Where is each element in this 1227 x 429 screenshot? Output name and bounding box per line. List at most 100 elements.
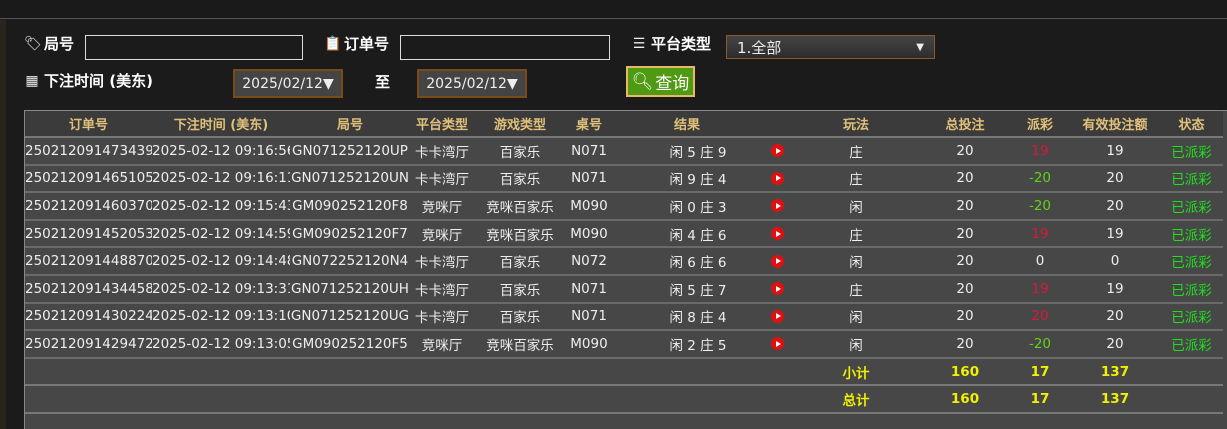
order-label: 📋 订单号 [324,33,389,54]
round-no: GN071252120UG [290,302,410,332]
table-row: 250212091448870 2025-02-12 09:14:48 GN0722… [25,247,1223,276]
payout: 19 [1010,137,1070,166]
header-bet-type: 玩法 [792,111,920,138]
table-row: 250212091452053 2025-02-12 09:14:59 GM0902… [25,219,1223,249]
total-bet: 20 [920,137,1010,166]
bet-time: 2025-02-12 09:13:05 [152,330,290,359]
time-label-text: 下注时间 (美东) [44,72,153,90]
valid-bet: 20 [1070,302,1160,332]
spacer [25,357,792,387]
header-status: 状态 [1160,111,1223,138]
table-no: N072 [566,247,612,276]
table-row: 250212091430224 2025-02-12 09:13:10 GN0712… [25,302,1223,332]
round-input[interactable] [85,35,303,60]
bet-time: 2025-02-12 09:14:48 [152,247,290,276]
play-video-icon[interactable] [770,199,784,213]
bet-time: 2025-02-12 09:16:11 [152,164,290,194]
header-result: 结果 [612,111,762,138]
table-row: 250212091473439 2025-02-12 09:16:56 GN0712… [25,137,1223,166]
header-game-type: 游戏类型 [474,111,566,138]
bet-time: 2025-02-12 09:13:10 [152,302,290,332]
order-label-text: 订单号 [344,35,390,53]
grandtotal-payout: 17 [1010,385,1070,414]
platform-select[interactable]: 1.全部 ▼ [726,35,935,59]
order-no: 250212091473439 [25,137,152,166]
result: 闲 0 庄 3 [612,192,762,221]
header-round-no: 局号 [290,111,410,138]
payout: 19 [1010,274,1070,304]
play-video-icon[interactable] [770,309,784,323]
video-cell [762,137,792,166]
payout: -20 [1010,192,1070,221]
query-button[interactable]: 🔍︎ 查询 [626,66,695,97]
platform: 卡卡湾厅 [410,164,474,194]
time-label: ▦ 下注时间 (美东) [24,70,153,91]
bet-time: 2025-02-12 09:15:43 [152,192,290,221]
order-input[interactable] [400,35,610,60]
play-video-icon[interactable] [770,171,784,185]
total-bet: 20 [920,247,1010,276]
result: 闲 9 庄 4 [612,164,762,194]
round-label: 🏷 局号 [24,33,74,54]
status: 已派彩 [1160,164,1223,194]
round-no: GN071252120UN [290,164,410,194]
platform: 竞咪厅 [410,219,474,249]
header-order-no: 订单号 [25,111,152,138]
bet-type: 闲 [792,330,920,359]
order-no: 250212091460370 [25,192,152,221]
bet-time: 2025-02-12 09:13:31 [152,274,290,304]
search-icon: 🔍︎ [631,71,654,92]
video-cell [762,192,792,221]
valid-bet: 20 [1070,192,1160,221]
header-payout: 派彩 [1010,111,1070,138]
round-no: GN072252120N4 [290,247,410,276]
play-video-icon[interactable] [770,282,784,296]
table-row: 250212091434458 2025-02-12 09:13:31 GN0712… [25,274,1223,304]
total-bet: 20 [920,274,1010,304]
platform: 卡卡湾厅 [410,302,474,332]
spacer [25,385,792,414]
payout: 19 [1010,219,1070,249]
video-cell [762,302,792,332]
bets-table-container: 订单号 下注时间 (美东) 局号 平台类型 游戏类型 桌号 结果 玩法 总投注 派彩 有效投注额 状态… [24,110,1227,429]
spacer [1160,385,1223,414]
result: 闲 4 庄 6 [612,219,762,249]
game-type: 百家乐 [474,302,566,332]
table-row: 250212091465105 2025-02-12 09:16:11 GN0712… [25,164,1223,194]
round-no: GM090252120F5 [290,330,410,359]
valid-bet: 19 [1070,274,1160,304]
play-video-icon[interactable] [770,144,784,158]
valid-bet: 20 [1070,164,1160,194]
valid-bet: 0 [1070,247,1160,276]
date-from-select[interactable]: 2025/02/12▼ [233,69,343,98]
grandtotal-total-bet: 160 [920,385,1010,414]
header-platform: 平台类型 [410,111,474,138]
platform: 竞咪厅 [410,330,474,359]
grandtotal-valid-bet: 137 [1070,385,1160,414]
game-type: 竞咪百家乐 [474,192,566,221]
table-no: M090 [566,330,612,359]
total-bet: 20 [920,330,1010,359]
table-no: M090 [566,192,612,221]
play-video-icon[interactable] [770,227,784,241]
play-video-icon[interactable] [770,337,784,351]
table-no: M090 [566,219,612,249]
total-bet: 20 [920,219,1010,249]
bet-type: 庄 [792,219,920,249]
subtotal-payout: 17 [1010,357,1070,387]
game-type: 竞咪百家乐 [474,219,566,249]
header-table-no: 桌号 [566,111,612,138]
order-no: 250212091434458 [25,274,152,304]
date-to-select[interactable]: 2025/02/12▼ [417,69,527,98]
payout: -20 [1010,330,1070,359]
game-type: 百家乐 [474,247,566,276]
play-video-icon[interactable] [770,254,784,268]
header-valid-bet: 有效投注额 [1070,111,1160,138]
total-bet: 20 [920,192,1010,221]
header-total-bet: 总投注 [920,111,1010,138]
total-row: 总计 160 17 137 [25,385,1223,414]
bet-type: 庄 [792,164,920,194]
result: 闲 8 庄 4 [612,302,762,332]
payout: 20 [1010,302,1070,332]
payout: -20 [1010,164,1070,194]
